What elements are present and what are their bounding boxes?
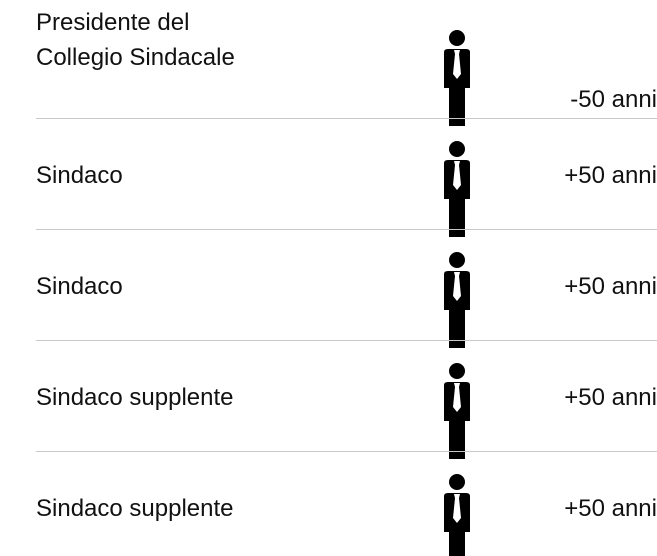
role: Presidente del Collegio Sindacale (36, 9, 235, 71)
separator (36, 118, 657, 119)
separator (36, 229, 657, 230)
age: +50 anni (564, 384, 657, 411)
person-icon (440, 30, 476, 126)
person-icon (440, 252, 476, 348)
role: Sindaco supplente (36, 495, 234, 522)
person-icon (440, 363, 476, 459)
age: +50 anni (564, 495, 657, 522)
role: Sindaco supplente (36, 384, 234, 411)
age: +50 anni (564, 162, 657, 189)
role: Sindaco (36, 273, 123, 300)
age: +50 anni (564, 273, 657, 300)
person-icon (440, 141, 476, 237)
role: Sindaco (36, 162, 123, 189)
separator (36, 340, 657, 341)
separator (36, 451, 657, 452)
person-icon (440, 474, 476, 556)
age: -50 anni (570, 86, 657, 113)
